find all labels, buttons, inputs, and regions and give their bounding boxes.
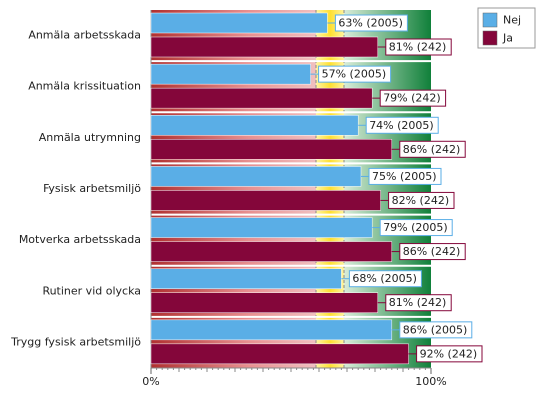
- bar: [150, 115, 359, 136]
- y-tick-label: Rutiner vid olycka: [42, 284, 141, 297]
- data-label: 75% (2005): [372, 170, 437, 183]
- bar: [150, 36, 379, 58]
- label-box: [318, 65, 392, 83]
- data-label: 81% (242): [389, 296, 447, 309]
- y-tick-label: Motverka arbetsskada: [19, 233, 141, 246]
- y-tick-label: Anmäla utrymning: [39, 131, 141, 144]
- data-label: 81% (242): [389, 41, 447, 54]
- bar: [150, 63, 311, 85]
- label-box: [399, 243, 466, 261]
- legend-label: Ja: [502, 32, 513, 45]
- bar: [150, 139, 393, 160]
- label-box: [385, 294, 452, 312]
- legend-swatch: [482, 30, 498, 46]
- data-label: 86% (242): [403, 143, 461, 156]
- y-tick-label: Anmäla krissituation: [28, 80, 141, 93]
- y-tick-label: Trygg fysisk arbetsmiljö: [10, 335, 141, 348]
- label-box: [379, 89, 447, 107]
- y-tick-label: Fysisk arbetsmiljö: [43, 182, 141, 195]
- y-tick-label: Anmäla arbetsskada: [28, 29, 141, 42]
- legend-label: Nej: [503, 14, 521, 27]
- label-box: [388, 191, 455, 209]
- bar: [150, 241, 393, 262]
- data-label: 82% (242): [392, 194, 450, 207]
- label-box: [334, 14, 408, 32]
- data-label: 74% (2005): [369, 119, 434, 132]
- data-label: 79% (2005): [383, 221, 448, 234]
- data-label: 63% (2005): [338, 17, 403, 30]
- label-box: [365, 116, 439, 134]
- bar: [150, 87, 373, 109]
- bar: [150, 217, 373, 238]
- bar: [150, 268, 342, 289]
- data-label: 92% (242): [420, 347, 478, 360]
- data-label: 68% (2005): [352, 272, 417, 285]
- x-tick-label: 0%: [142, 375, 159, 388]
- label-box: [399, 321, 473, 339]
- legend-swatch: [482, 12, 498, 28]
- data-label: 79% (242): [383, 92, 441, 105]
- bar: [150, 190, 381, 211]
- label-box: [385, 38, 452, 56]
- data-label: 57% (2005): [322, 68, 387, 81]
- bar: [150, 166, 362, 187]
- plot-background: [151, 10, 431, 368]
- bar: [150, 343, 409, 365]
- label-box: [368, 167, 442, 185]
- label-box: [416, 345, 483, 363]
- data-label: 86% (242): [403, 245, 461, 258]
- bar: [150, 319, 393, 341]
- x-tick-label: 100%: [415, 375, 446, 388]
- bar: [150, 12, 328, 34]
- data-label: 86% (2005): [403, 323, 468, 336]
- label-box: [379, 219, 453, 237]
- bar: [150, 292, 379, 313]
- label-box: [348, 270, 422, 288]
- label-box: [399, 140, 466, 158]
